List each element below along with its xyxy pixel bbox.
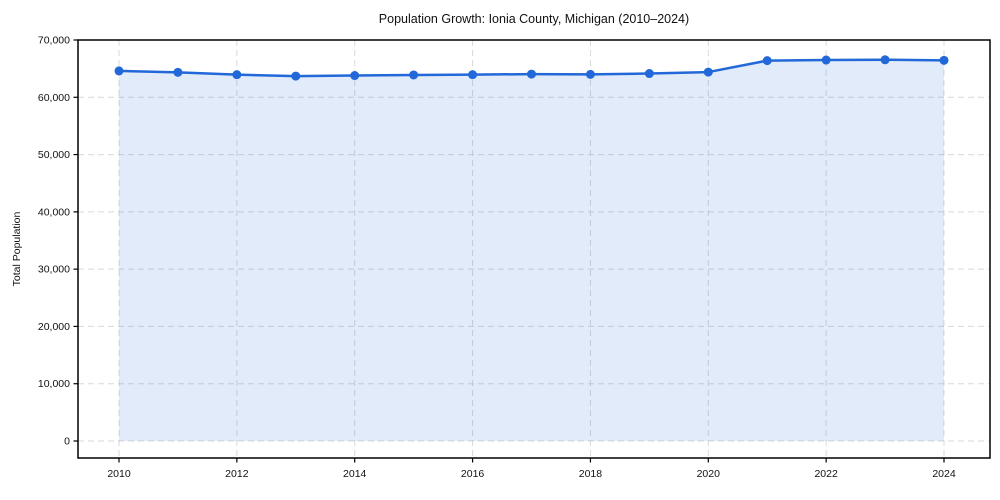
y-tick-label: 40,000	[38, 206, 70, 218]
data-point-2011	[173, 67, 183, 77]
data-point-2012	[232, 70, 242, 80]
data-point-2010	[114, 66, 124, 76]
data-point-2019	[644, 69, 654, 79]
y-axis-label: Total Population	[11, 211, 23, 287]
data-point-2020	[703, 67, 713, 77]
data-point-2022	[821, 55, 831, 65]
data-point-2024	[939, 55, 949, 65]
x-tick-label: 2020	[697, 468, 721, 480]
y-tick-label: 20,000	[38, 321, 70, 333]
y-tick-label: 0	[64, 436, 70, 448]
area-fill	[119, 59, 944, 441]
x-tick-label: 2016	[461, 468, 485, 480]
y-tick-label: 30,000	[38, 264, 70, 276]
x-tick-label: 2022	[814, 468, 838, 480]
y-tick-label: 10,000	[38, 378, 70, 390]
x-tick-label: 2018	[579, 468, 603, 480]
data-point-2014	[350, 71, 360, 81]
y-tick-label: 60,000	[38, 92, 70, 104]
y-tick-label: 50,000	[38, 149, 70, 161]
y-tick-label: 70,000	[38, 35, 70, 47]
data-point-2017	[527, 69, 536, 79]
x-tick-label: 2012	[225, 468, 249, 480]
x-tick-label: 2010	[107, 468, 131, 480]
plot-border	[77, 39, 991, 459]
data-point-2023	[880, 55, 890, 65]
data-point-2013	[291, 71, 301, 81]
data-point-2018	[585, 69, 595, 79]
data-point-2015	[409, 70, 419, 80]
x-tick-label: 2014	[343, 468, 367, 480]
x-tick-label: 2024	[932, 468, 956, 480]
data-point-2016	[468, 70, 478, 80]
data-point-2021	[762, 56, 772, 66]
chart-title: Population Growth: Ionia County, Michiga…	[378, 12, 690, 26]
